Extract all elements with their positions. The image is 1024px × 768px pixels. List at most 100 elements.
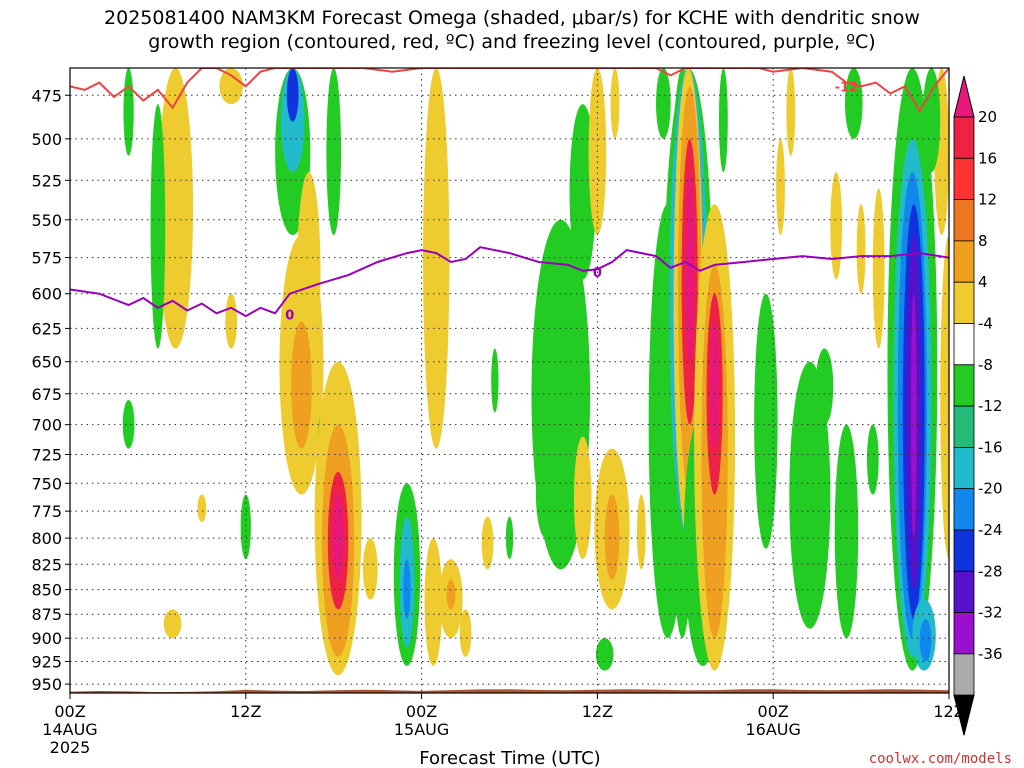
y-tick-label: 900 [31, 629, 62, 648]
omega-region [122, 400, 135, 449]
colorbar-swatch [953, 570, 975, 613]
dgz-contour [70, 68, 949, 114]
x-tick-year-label: 2025 [50, 738, 91, 757]
surface-ground [70, 689, 949, 693]
colorbar-swatch [953, 323, 975, 366]
x-tick-date-label: 15AUG [394, 720, 449, 739]
colorbar-top-arrow [953, 75, 975, 118]
y-tick-label: 725 [31, 445, 62, 464]
y-tick-label: 475 [31, 86, 62, 105]
colorbar-level-label: 16 [978, 149, 997, 167]
y-tick-label: 700 [31, 416, 62, 435]
omega-shading [122, 68, 949, 676]
colorbar-level-label: 20 [978, 108, 997, 126]
omega-region [604, 494, 620, 580]
colorbar-bottom-arrow [953, 694, 975, 736]
omega-region [919, 619, 932, 662]
colorbar-swatch [953, 446, 975, 490]
y-tick-label: 575 [31, 249, 62, 268]
colorbar-swatch [953, 199, 975, 242]
colorbar-level-label: -12 [978, 397, 1003, 415]
y-tick-label: 650 [31, 353, 62, 372]
colorbar-swatch [953, 405, 975, 448]
omega-region [423, 68, 450, 449]
omega-region [291, 321, 312, 449]
omega-region [815, 348, 834, 425]
y-tick-label: 550 [31, 211, 62, 230]
omega-region [940, 235, 949, 560]
colorbar-swatch [953, 529, 975, 572]
omega-region [636, 494, 646, 570]
grid-lines [70, 68, 949, 693]
omega-region [573, 436, 592, 560]
freezing-level-contour-label: 0 [593, 266, 602, 281]
omega-region [718, 68, 728, 173]
omega-region [505, 516, 514, 560]
colorbar-level-label: -20 [978, 480, 1003, 498]
omega-region [286, 68, 299, 122]
x-tick-date-label: 16AUG [745, 720, 800, 739]
y-tick-label: 925 [31, 652, 62, 671]
omega-region [834, 424, 859, 639]
x-tick-label: 12Z [582, 702, 613, 721]
y-tick-label: 675 [31, 385, 62, 404]
omega-region [481, 516, 494, 570]
y-tick-label: 525 [31, 171, 62, 190]
omega-region [403, 559, 411, 620]
omega-region [866, 424, 879, 495]
contour-lines: 0 0 -12 [70, 68, 949, 324]
colorbar-swatch [953, 116, 975, 159]
y-tick-label: 950 [31, 675, 62, 694]
y-tick-label: 775 [31, 502, 62, 521]
credit-text: coolwx.com/models [869, 751, 1012, 767]
colorbar-level-label: -16 [978, 438, 1003, 456]
x-tick-label: 00Z [758, 702, 789, 721]
omega-region [776, 138, 785, 236]
y-tick-label: 600 [31, 285, 62, 304]
chart-title-line-2: growth region (contoured, red, ºC) and f… [148, 31, 875, 53]
y-tick-label: 500 [31, 130, 62, 149]
omega-region [710, 321, 719, 449]
colorbar-level-label: -8 [978, 356, 993, 374]
x-tick-label: 12Z [230, 702, 261, 721]
omega-region [789, 361, 831, 629]
omega-region [123, 68, 134, 156]
omega-region [240, 494, 251, 560]
x-axis-label: Forecast Time (UTC) [419, 748, 600, 768]
x-tick-date-label: 14AUG [42, 720, 97, 739]
y-tick-label: 875 [31, 605, 62, 624]
plot-frame [69, 67, 950, 694]
colorbar-level-label: -36 [978, 645, 1003, 663]
omega-region [856, 204, 866, 294]
omega-region [363, 538, 378, 600]
y-tick-label: 750 [31, 474, 62, 493]
colorbar-swatch [953, 612, 975, 655]
omega-region [844, 68, 863, 139]
omega-region [326, 68, 342, 236]
omega-region [225, 293, 238, 349]
omega-region [332, 494, 344, 580]
y-tick-label: 825 [31, 555, 62, 574]
colorbar-level-label: -28 [978, 562, 1003, 580]
y-tick-label: 625 [31, 319, 62, 338]
omega-region [163, 609, 182, 639]
colorbar-level-label: 4 [978, 273, 988, 291]
colorbar: 20 16 12 8 4 -4 -8 -12 -16 -20 -24 -28 -32 -36 [953, 75, 1003, 736]
omega-region [872, 188, 885, 349]
colorbar-level-label: 12 [978, 191, 997, 209]
colorbar-swatch [953, 281, 975, 324]
colorbar-level-label: -32 [978, 604, 1003, 622]
colorbar-swatch [953, 157, 975, 201]
x-tick-label: 00Z [406, 702, 437, 721]
colorbar-swatch [953, 488, 975, 531]
omega-region [219, 68, 243, 105]
omega-region [610, 68, 620, 139]
colorbar-level-label: -4 [978, 315, 993, 333]
freezing-level-contour [70, 246, 949, 318]
colorbar-swatch [953, 364, 975, 407]
dgz-contour-label: -12 [835, 80, 859, 95]
omega-region [446, 579, 456, 610]
omega-region [910, 293, 917, 539]
